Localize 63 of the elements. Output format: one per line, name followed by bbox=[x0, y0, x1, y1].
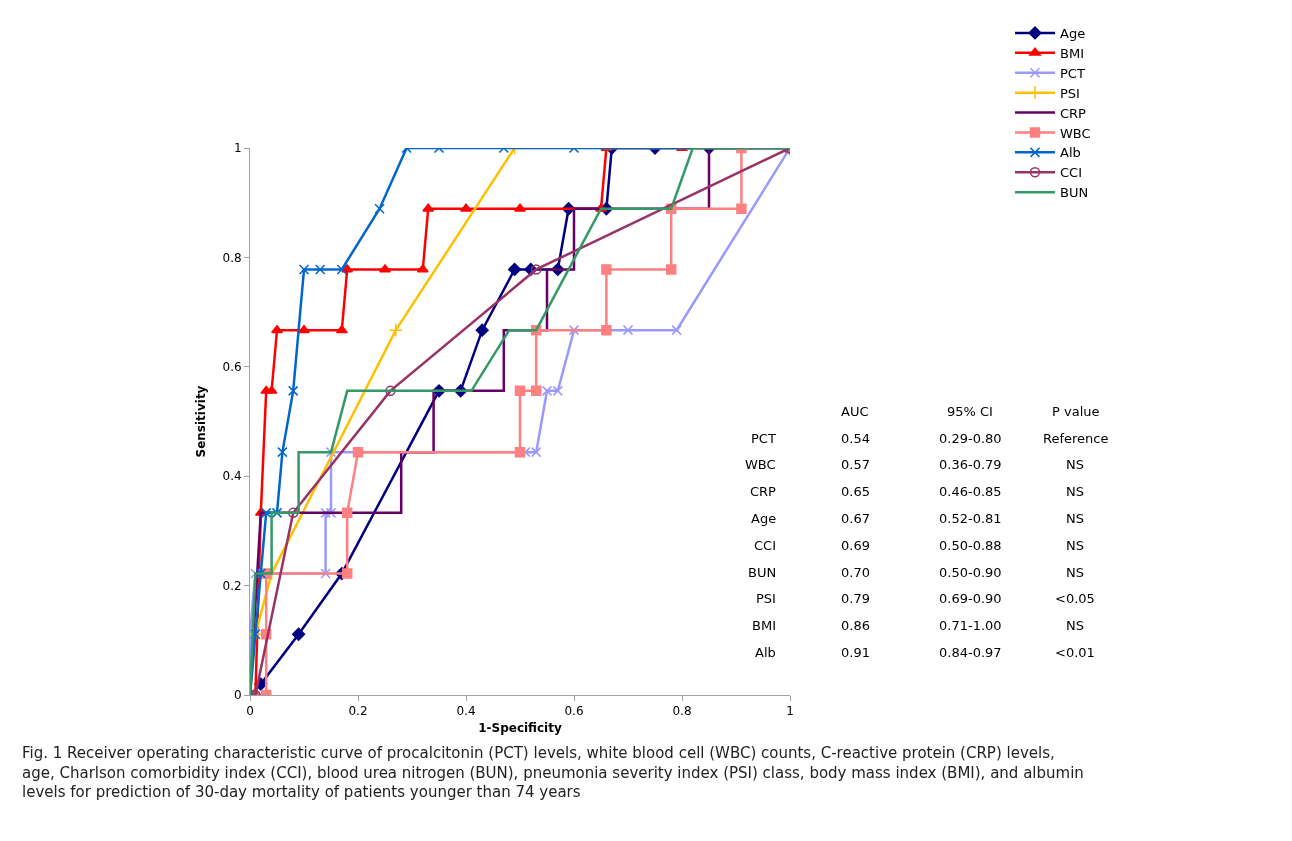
text: 0.50-0.88 bbox=[939, 538, 1002, 553]
text: 0.36-0.79 bbox=[939, 457, 1002, 472]
y-tick-label: 0.2 bbox=[222, 578, 242, 593]
annotation: BMI bbox=[752, 618, 776, 633]
text: NS bbox=[1066, 484, 1084, 499]
x-tick-label: 1 bbox=[786, 704, 794, 719]
text: 0.57 bbox=[841, 457, 870, 472]
text: 0.65 bbox=[841, 484, 870, 499]
x-tick-label: 0 bbox=[246, 704, 254, 719]
annotation: PCT bbox=[751, 431, 776, 446]
text: 0.29-0.80 bbox=[939, 431, 1002, 446]
text: NS bbox=[1066, 457, 1084, 472]
text: Reference bbox=[1043, 431, 1109, 446]
x-tick-label: 0.6 bbox=[564, 704, 584, 719]
legend-label: CRP bbox=[1060, 105, 1087, 121]
legend-label: WBC bbox=[1060, 125, 1091, 141]
text: 0.86 bbox=[841, 618, 870, 633]
legend-label: CCI bbox=[1060, 165, 1082, 181]
annotation: CCI bbox=[754, 538, 776, 553]
y-tick-label: 1 bbox=[233, 141, 242, 156]
annotation: PSI bbox=[756, 591, 776, 606]
y-axis-title: Sensitivity bbox=[193, 385, 208, 458]
text: 0.79 bbox=[841, 591, 870, 606]
y-tick-label: 0.8 bbox=[222, 250, 242, 265]
text: 0.71-1.00 bbox=[939, 618, 1002, 633]
x-tick-label: 0.2 bbox=[348, 704, 368, 719]
y-tick-label: 0.4 bbox=[222, 469, 242, 484]
text: 0.67 bbox=[841, 511, 870, 526]
caption: Fig. 1 Receiver operating characteristic curve of procalcitonin (PCT) levels, white blood cell (WBC) counts, C-reactive protein (CRP) levels, age, Charlson comorbidity index (CCI), blood urea nitrogen (BUN), pneumonia severity index (PSI) class, body mass index (BMI), and albumin levels for prediction of 30-day mortality of patients younger than 74 years bbox=[22, 744, 1084, 801]
text: 0.70 bbox=[841, 565, 870, 580]
text: NS bbox=[1066, 565, 1084, 580]
text: 0.69 bbox=[841, 538, 870, 553]
annotation: Age bbox=[751, 511, 777, 526]
text: 0.54 bbox=[841, 431, 870, 446]
legend-label: PCT bbox=[1060, 65, 1085, 81]
text: 0.50-0.90 bbox=[939, 565, 1002, 580]
annotation: WBC bbox=[745, 457, 776, 472]
x-tick-label: 0.8 bbox=[672, 704, 692, 719]
legend-label: PSI bbox=[1060, 85, 1080, 101]
text: 0.69-0.90 bbox=[939, 591, 1002, 606]
legend-label: Alb bbox=[1060, 145, 1081, 161]
text: 0.52-0.81 bbox=[939, 511, 1002, 526]
legend-label: BUN bbox=[1060, 185, 1089, 201]
x-tick-label: 0.4 bbox=[456, 704, 476, 719]
text: NS bbox=[1066, 538, 1084, 553]
annotation: CRP bbox=[750, 484, 777, 499]
text: NS bbox=[1066, 511, 1084, 526]
annotation: BUN bbox=[748, 565, 777, 580]
text: NS bbox=[1066, 618, 1084, 633]
y-tick-label: 0 bbox=[233, 688, 242, 703]
legend-label: BMI bbox=[1060, 45, 1084, 61]
text: 0.46-0.85 bbox=[939, 484, 1002, 499]
text: AUC bbox=[841, 404, 869, 419]
text: P value bbox=[1052, 404, 1100, 419]
text: 0.84-0.97 bbox=[939, 645, 1002, 660]
text: 95% CI bbox=[947, 404, 993, 419]
legend-label: Age bbox=[1060, 26, 1086, 42]
text: <0.05 bbox=[1055, 591, 1095, 606]
y-tick-label: 0.6 bbox=[222, 360, 242, 374]
text: <0.01 bbox=[1055, 645, 1095, 660]
text: 0.91 bbox=[841, 645, 870, 660]
annotation: Alb bbox=[755, 645, 776, 660]
x-axis-title: 1-Specificity bbox=[478, 721, 562, 736]
